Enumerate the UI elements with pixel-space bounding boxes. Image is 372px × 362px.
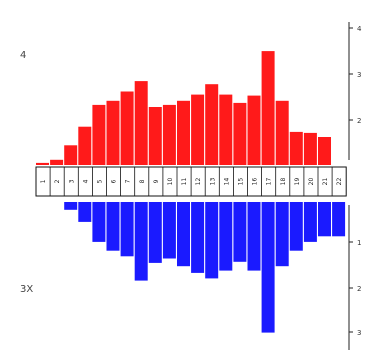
upper-bar — [106, 100, 120, 165]
lower-bar — [303, 202, 317, 242]
category-label: 21 — [322, 178, 329, 186]
upper-bar — [233, 102, 247, 165]
lower-bar — [275, 202, 289, 267]
category-label: 1 — [40, 179, 47, 183]
upper-bar — [219, 94, 233, 165]
category-label: 13 — [209, 178, 216, 186]
category-label: 2 — [54, 179, 61, 183]
upper-bar — [289, 131, 303, 165]
category-label: 10 — [167, 178, 174, 186]
category-label: 14 — [223, 178, 230, 186]
upper-bar — [64, 145, 78, 165]
lower-bar — [120, 202, 134, 257]
lower-bar — [233, 202, 247, 262]
upper-bar — [303, 132, 317, 165]
lower-bar — [134, 202, 148, 281]
category-label: 6 — [111, 179, 118, 183]
lower-bar — [219, 202, 233, 271]
upper-bar — [261, 51, 275, 165]
category-label: 5 — [97, 179, 104, 183]
upper-bar-group — [36, 51, 331, 165]
category-label: 17 — [266, 178, 273, 186]
lower-bar — [64, 202, 78, 210]
right-axis-tick-label: 3 — [357, 329, 361, 337]
upper-bar — [120, 91, 134, 165]
lower-bar — [247, 202, 261, 271]
lower-bar — [148, 202, 162, 263]
lower-bar — [106, 202, 120, 251]
upper-bar — [247, 95, 261, 165]
right-axis-tick-label: 1 — [357, 239, 361, 247]
category-label: 22 — [336, 178, 343, 186]
right-axis-tick-label: 2 — [357, 285, 361, 293]
upper-bar — [177, 100, 190, 165]
upper-bar — [50, 159, 64, 165]
lower-bar — [92, 202, 106, 242]
upper-bar — [191, 94, 205, 165]
upper-bar — [205, 84, 219, 165]
upper-bar — [78, 126, 92, 165]
lower-bar — [318, 202, 331, 237]
lower-bar — [78, 202, 92, 222]
category-label: 18 — [280, 178, 287, 186]
lower-bar — [289, 202, 303, 251]
category-label: 8 — [139, 179, 146, 183]
upper-bar — [92, 104, 106, 165]
upper-bar — [148, 107, 162, 165]
category-label: 15 — [238, 178, 245, 186]
left-label-bottom: 3X — [20, 284, 33, 295]
category-label: 3 — [68, 179, 75, 183]
lower-bar — [332, 202, 346, 237]
right-axis-tick-label: 3 — [357, 71, 361, 79]
category-label: 12 — [195, 178, 202, 186]
category-label: 9 — [153, 179, 160, 183]
category-label: 16 — [252, 178, 259, 186]
category-label: 11 — [181, 178, 188, 186]
right-axis-tick-label: 4 — [357, 25, 362, 33]
lower-bar — [191, 202, 205, 273]
upper-bar — [134, 81, 148, 165]
category-strip: 1 2 3 4 5 6 7 8 9 10 11 12 13 14 15 16 17 18 19 20 21 22 — [35, 166, 347, 197]
category-label: 7 — [125, 179, 132, 183]
left-label-top: 4 — [20, 50, 26, 61]
right-axis-tick-label: 2 — [357, 117, 361, 125]
lower-bar — [261, 202, 275, 333]
upper-bar — [36, 162, 49, 165]
category-label: 20 — [308, 178, 315, 186]
upper-bar — [275, 100, 289, 165]
lower-bar — [162, 202, 176, 259]
upper-bar — [318, 137, 331, 165]
category-label: 19 — [294, 178, 301, 186]
lower-bar — [205, 202, 219, 279]
right-axis: 4 3 2 1 2 3 — [348, 22, 362, 350]
upper-bar — [162, 104, 176, 165]
lower-bar — [177, 202, 190, 267]
category-label: 4 — [82, 179, 89, 183]
lower-bar-group — [64, 202, 346, 333]
